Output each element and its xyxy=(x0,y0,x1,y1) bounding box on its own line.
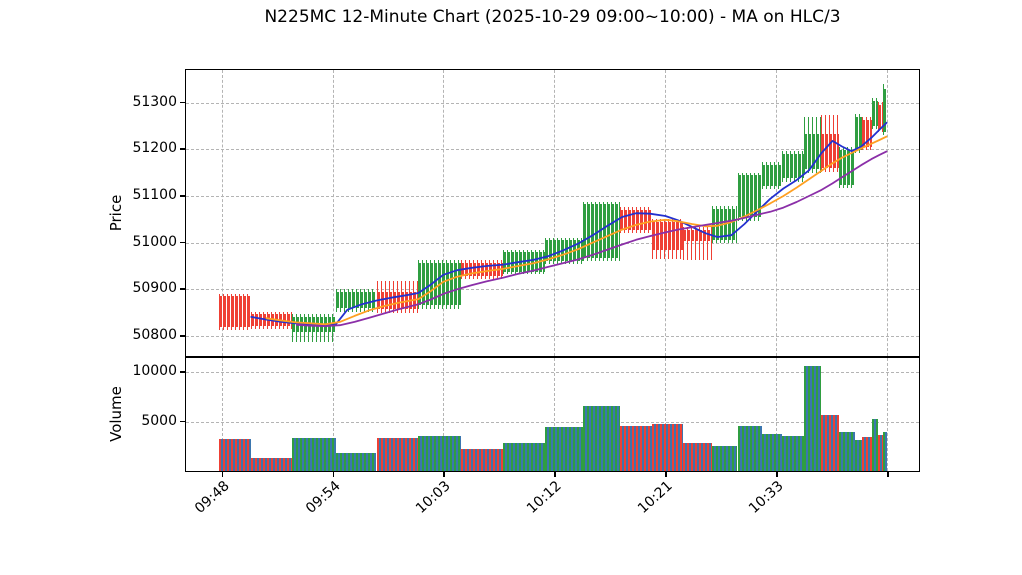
price-gridline-v xyxy=(554,70,556,356)
volume-bar xyxy=(619,425,652,471)
volume-ytick-label: 10000 xyxy=(132,363,177,380)
ma-slow-line xyxy=(295,150,888,328)
price-ytick-label: 51200 xyxy=(132,140,177,157)
candle-body xyxy=(855,116,863,151)
volume-bar xyxy=(737,425,763,471)
price-ytick-label: 50900 xyxy=(132,280,177,297)
price-ytick-mark xyxy=(180,241,185,244)
x-tick-label: 10:03 xyxy=(413,478,455,517)
volume-bar xyxy=(545,426,583,471)
volume-bar xyxy=(821,415,840,471)
candle-body xyxy=(651,222,683,251)
volume-gridline-v xyxy=(886,358,888,471)
volume-bar xyxy=(218,438,251,471)
volume-bar xyxy=(651,424,683,471)
candle-body xyxy=(218,296,251,327)
candle-body xyxy=(862,120,873,147)
chart-title: N225MC 12-Minute Chart (2025-10-29 09:00… xyxy=(264,7,841,27)
volume-bar xyxy=(291,437,336,471)
x-tick-label: 10:33 xyxy=(746,478,787,517)
price-ytick-mark xyxy=(180,288,185,290)
volume-ytick-label: 5000 xyxy=(141,412,177,429)
volume-gridline-v xyxy=(443,358,445,471)
volume-bar xyxy=(883,432,888,471)
price-gridline-h xyxy=(186,195,919,197)
x-tick-mark xyxy=(221,472,224,477)
candle-body xyxy=(782,153,805,179)
volume-bar xyxy=(855,439,863,471)
price-ytick-mark xyxy=(180,148,185,150)
price-ytick-mark xyxy=(180,334,185,337)
x-tick-mark xyxy=(443,472,446,477)
x-tick-mark xyxy=(886,472,889,477)
price-ytick-label: 51100 xyxy=(132,186,177,203)
candle-body xyxy=(582,204,620,258)
price-ytick-label: 50800 xyxy=(132,326,177,343)
x-tick-label: 09:54 xyxy=(302,478,344,517)
volume-gridline-v xyxy=(332,358,334,471)
volume-bar xyxy=(711,446,738,471)
volume-gridline-v xyxy=(554,358,556,471)
volume-bar xyxy=(804,366,822,471)
x-tick-mark xyxy=(554,472,556,477)
volume-bar xyxy=(762,433,783,471)
price-ytick-mark xyxy=(180,194,185,197)
volume-bar xyxy=(335,453,377,471)
x-tick-mark xyxy=(332,472,335,477)
price-gridline-h xyxy=(186,335,919,337)
volume-bar xyxy=(878,435,884,471)
volume-gridline-h xyxy=(186,421,919,423)
price-gridline-v xyxy=(221,70,223,356)
volume-ytick-mark xyxy=(180,371,185,373)
candle-body xyxy=(682,229,712,241)
volume-bar xyxy=(503,443,545,471)
price-ytick-label: 51000 xyxy=(132,233,177,250)
volume-bar xyxy=(250,457,292,471)
volume-bar xyxy=(582,405,620,471)
candle-body xyxy=(872,101,879,126)
ma-mid-line xyxy=(265,135,888,326)
candle-body xyxy=(883,88,888,132)
x-tick-mark xyxy=(665,472,667,477)
price-ytick-label: 51300 xyxy=(132,93,177,110)
ma-lines-layer xyxy=(250,121,888,328)
price-gridline-v xyxy=(776,70,778,356)
x-tick-mark xyxy=(776,472,778,477)
price-gridline-v xyxy=(665,70,667,356)
x-tick-label: 10:21 xyxy=(635,478,676,517)
price-gridline-v xyxy=(443,70,445,356)
volume-plot xyxy=(185,357,920,472)
volume-gridline-h xyxy=(186,372,919,374)
price-gridline-h xyxy=(186,149,919,151)
volume-bar xyxy=(461,449,504,471)
volume-bar xyxy=(682,442,712,471)
volume-gridline-v xyxy=(221,358,223,471)
x-tick-label: 10:12 xyxy=(524,478,566,517)
price-gridline-v xyxy=(332,70,334,356)
volume-bar xyxy=(872,418,879,471)
price-ytick-mark xyxy=(180,101,185,104)
price-gridline-h xyxy=(186,102,919,104)
candle-body xyxy=(878,104,884,129)
volume-bar xyxy=(862,437,873,471)
price-gridline-v xyxy=(886,70,888,356)
ma-fast-line xyxy=(250,121,888,327)
price-gridline-h xyxy=(186,289,919,291)
volume-bar xyxy=(418,436,462,471)
volume-bar xyxy=(782,436,805,471)
volume-ytick-mark xyxy=(180,420,185,423)
x-tick-label: 09:48 xyxy=(191,478,233,517)
volume-gridline-v xyxy=(776,358,778,471)
volume-bar xyxy=(376,438,419,471)
volume-bar xyxy=(839,432,856,471)
volume-gridline-v xyxy=(665,358,667,471)
candle-body xyxy=(762,165,783,186)
price-plot xyxy=(185,69,920,357)
